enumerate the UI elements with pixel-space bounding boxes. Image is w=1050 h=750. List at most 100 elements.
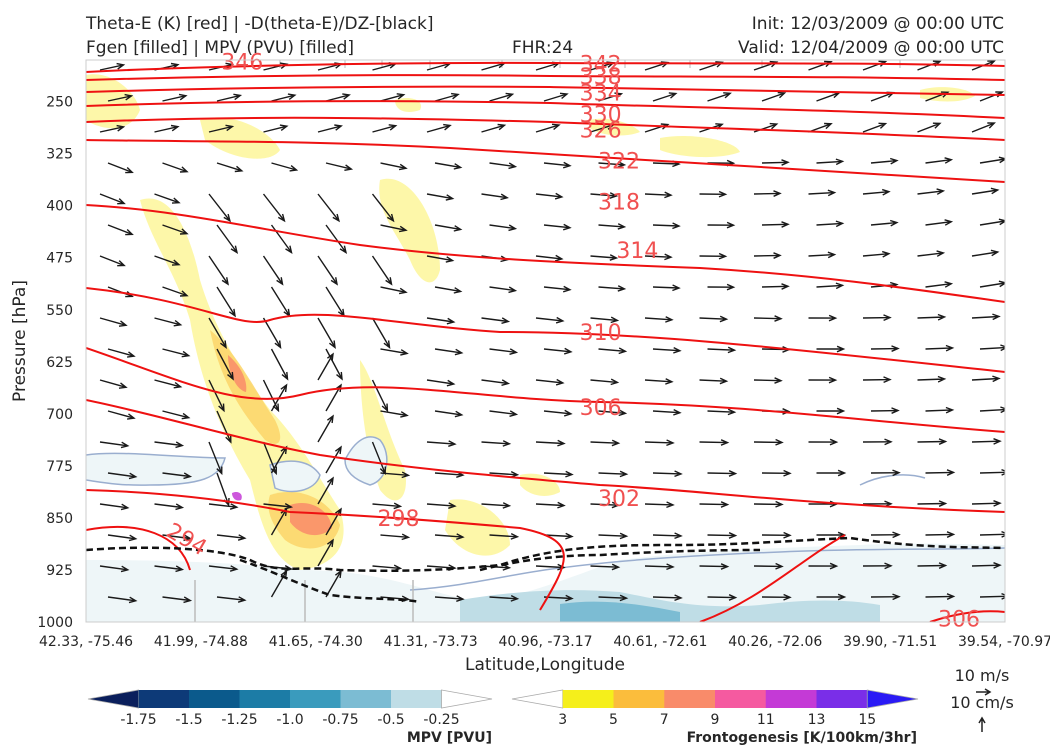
wind-arrow bbox=[862, 314, 892, 322]
wind-arrow bbox=[699, 377, 729, 385]
wind-arrow bbox=[862, 188, 891, 196]
wind-arrow bbox=[208, 255, 229, 286]
wind-arrow bbox=[590, 501, 621, 509]
wind-key-speed: 10 m/s bbox=[955, 666, 1010, 685]
theta-e-label: 302 bbox=[598, 487, 640, 512]
theta-e-label: 318 bbox=[598, 191, 640, 216]
wind-arrow bbox=[971, 500, 1002, 507]
wind-arrow bbox=[99, 317, 128, 327]
wind-arrow bbox=[761, 531, 792, 539]
wind-arrow bbox=[917, 122, 942, 133]
wind-arrow bbox=[481, 502, 512, 509]
wind-arrow bbox=[434, 533, 465, 540]
wind-arrow bbox=[208, 503, 239, 510]
theta-e-label: 334 bbox=[580, 82, 622, 107]
wind-arrow bbox=[99, 62, 126, 71]
wind-arrow bbox=[162, 534, 193, 542]
colorbar-tick-label: 3 bbox=[558, 712, 567, 728]
wind-arrow bbox=[707, 408, 737, 416]
wind-arrow bbox=[870, 593, 901, 601]
wind-arrow bbox=[979, 218, 1005, 226]
colorbar-swatch bbox=[391, 690, 442, 708]
wind-arrow bbox=[598, 470, 629, 478]
wind-arrow bbox=[925, 406, 955, 414]
wind-arrow bbox=[317, 124, 343, 133]
wind-arrow bbox=[535, 316, 565, 324]
dtheta-dz-contours bbox=[86, 536, 1005, 604]
wind-arrow bbox=[707, 594, 738, 601]
wind-arrow bbox=[644, 316, 674, 323]
wind-arrow bbox=[761, 91, 787, 102]
wind-arrow bbox=[489, 286, 518, 294]
colorbar-tick-label: -1.25 bbox=[221, 712, 257, 728]
wind-arrow bbox=[808, 562, 839, 570]
wind-arrow bbox=[971, 438, 1002, 445]
wind-arrow bbox=[543, 92, 569, 102]
wind-arrow bbox=[426, 123, 452, 133]
fgen-colorbar: 3 5 7 9 11 13 15 bbox=[511, 689, 919, 728]
wind-arrow bbox=[598, 223, 627, 230]
wind-arrow bbox=[216, 410, 232, 444]
y-tick-label: 700 bbox=[46, 407, 73, 423]
wind-arrow bbox=[917, 188, 946, 195]
mpv-outline bbox=[859, 474, 926, 486]
wind-arrow bbox=[434, 595, 465, 602]
wind-arrow bbox=[535, 563, 566, 571]
wind-arrow bbox=[707, 470, 738, 477]
wind-arrow bbox=[761, 221, 790, 228]
wind-arrow bbox=[481, 193, 509, 201]
dtheta-dz-line bbox=[239, 558, 421, 604]
colorbar-swatch bbox=[239, 690, 291, 708]
mpv-outline bbox=[409, 547, 1005, 591]
fgen-fill bbox=[445, 499, 510, 556]
theta-e-line bbox=[699, 534, 846, 622]
wind-arrow bbox=[263, 124, 289, 133]
wind-arrow bbox=[925, 593, 956, 600]
x-tick-label: 41.65, -74.30 bbox=[269, 634, 363, 650]
wind-arrow bbox=[99, 441, 130, 449]
wind-arrow bbox=[162, 410, 191, 420]
y-tick-label: 325 bbox=[46, 147, 73, 163]
wind-arrow bbox=[535, 501, 566, 509]
init-time: Init: 12/03/2009 @ 00:00 UTC bbox=[751, 14, 1004, 34]
y-axis-label: Pressure [hPa] bbox=[10, 280, 30, 402]
colorbar-tick-label: -0.5 bbox=[377, 712, 404, 728]
theta-e-label: 310 bbox=[580, 321, 622, 346]
wind-arrow bbox=[216, 224, 239, 254]
wind-arrow bbox=[971, 187, 1000, 195]
theta-e-line bbox=[86, 85, 1005, 96]
wind-arrow bbox=[917, 500, 948, 507]
x-axis-label: Latitude,Longitude bbox=[465, 655, 625, 675]
colorbar-swatch bbox=[765, 690, 817, 708]
wind-arrow bbox=[816, 345, 846, 353]
wind-arrow bbox=[925, 531, 956, 538]
colorbar-swatch bbox=[613, 690, 665, 708]
fgen-fill bbox=[379, 178, 440, 283]
wind-arrow bbox=[216, 162, 244, 173]
wind-arrow bbox=[816, 282, 845, 290]
colorbar-tick-label: 11 bbox=[757, 712, 775, 728]
y-tick-label: 850 bbox=[46, 511, 73, 527]
x-tick-label: 39.90, -71.51 bbox=[843, 634, 937, 650]
wind-arrow bbox=[753, 122, 779, 133]
wind-arrow bbox=[434, 348, 464, 356]
wind-arrow bbox=[979, 280, 1005, 288]
colorbar-extension bbox=[441, 689, 493, 709]
theta-e-label: 330 bbox=[580, 103, 622, 128]
wind-arrow bbox=[590, 378, 620, 386]
theta-e-line bbox=[86, 489, 565, 611]
theta-e-label: 342 bbox=[580, 52, 622, 77]
wind-arrow bbox=[598, 409, 628, 417]
wind-arrow bbox=[971, 122, 996, 133]
wind-arrow bbox=[162, 472, 193, 480]
wind-arrow bbox=[543, 161, 572, 169]
wind-arrow bbox=[753, 315, 783, 322]
theta-e-label: 338 bbox=[580, 65, 622, 90]
wind-arrow bbox=[707, 92, 732, 102]
wind-arrow bbox=[699, 563, 730, 570]
wind-arrow bbox=[380, 410, 409, 418]
wind-arrow bbox=[862, 562, 893, 570]
wind-arrow bbox=[270, 224, 293, 254]
theta-e-label: 326 bbox=[580, 118, 622, 143]
wind-arrow bbox=[652, 346, 682, 354]
